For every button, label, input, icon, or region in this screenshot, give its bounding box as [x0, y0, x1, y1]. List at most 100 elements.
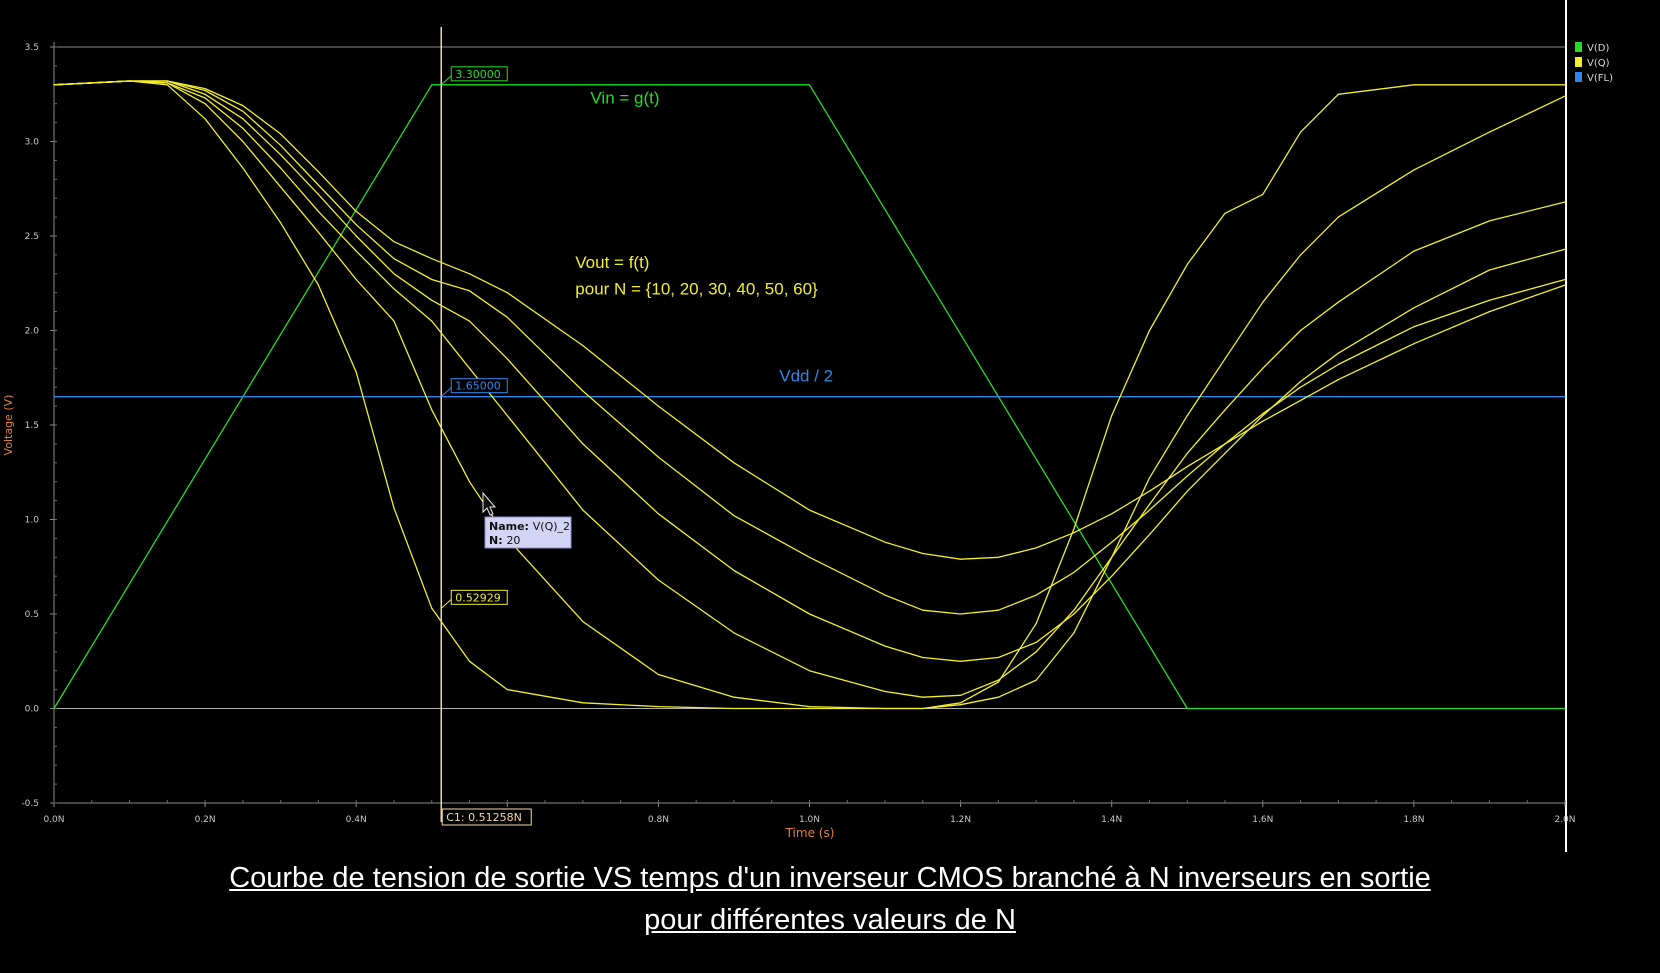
data-point [1148, 503, 1151, 505]
data-point [1186, 263, 1188, 265]
data-point [1035, 594, 1037, 596]
data-point [960, 694, 962, 696]
data-point [506, 358, 508, 360]
data-point [657, 706, 660, 708]
data-point [582, 702, 584, 704]
data-point [1073, 532, 1075, 534]
caption-line-1: Courbe de tension de sortie VS temps d'u… [229, 862, 1431, 894]
series-line [53, 80, 1566, 560]
y-tick-label: 2.0 [25, 327, 40, 337]
cursor-marker-box [450, 66, 508, 82]
series-line [53, 80, 1566, 615]
data-point [960, 702, 962, 704]
data-point [1262, 193, 1264, 196]
data-point [808, 509, 811, 511]
series-line [53, 80, 1566, 710]
data-point [280, 154, 282, 156]
data-point [582, 620, 584, 623]
cursor-label-box [441, 808, 532, 826]
data-point [393, 507, 395, 509]
data-point [1186, 475, 1188, 477]
data-point [808, 706, 811, 708]
data-point [468, 367, 471, 369]
data-point [1111, 541, 1113, 543]
y-tick-label: 1.5 [25, 421, 39, 431]
data-point [808, 556, 811, 558]
data-point [506, 316, 508, 318]
data-point [317, 171, 320, 173]
data-point [431, 84, 433, 86]
data-point [997, 556, 999, 558]
x-tick-label: 1.6N [1252, 815, 1273, 825]
chart-annotation: Vout = f(t) [575, 253, 649, 272]
data-point [582, 443, 584, 445]
data-point [1337, 301, 1339, 303]
data-point [960, 704, 962, 706]
data-point [1337, 379, 1339, 381]
y-tick-label: 3.5 [25, 43, 39, 53]
data-point [166, 82, 168, 84]
data-point [657, 673, 660, 676]
cursor-marker-value: 3.30000 [455, 68, 501, 81]
data-point [431, 278, 433, 281]
data-point [280, 186, 282, 188]
data-point [922, 696, 924, 698]
chart-annotation: Vdd / 2 [779, 367, 833, 386]
data-point [1186, 465, 1188, 468]
data-point [582, 390, 584, 392]
data-point [1111, 575, 1113, 577]
data-point [1224, 212, 1226, 214]
data-point [884, 541, 886, 543]
data-point [922, 707, 924, 710]
data-point [733, 707, 735, 710]
data-point [1111, 556, 1113, 558]
data-point [1035, 547, 1037, 549]
data-point [1224, 452, 1226, 454]
data-point [1035, 622, 1037, 625]
data-point [317, 193, 320, 196]
data-point [317, 284, 320, 286]
data-point [280, 133, 282, 135]
data-point [1073, 632, 1075, 634]
data-point [657, 405, 660, 407]
data-point [1111, 414, 1113, 417]
data-point [1186, 452, 1188, 454]
voltage-chart: -0.5 0.0 0.5 1.0 1.5 2.0 2.5 3.0 3.5 0.0N 0.2N 0.4N… [2, 0, 1613, 852]
y-tick-label: 1.0 [25, 516, 40, 526]
data-point [204, 118, 206, 120]
data-point [1413, 169, 1415, 171]
chart-annotation: pour N = {10, 20, 30, 40, 50, 60} [575, 280, 818, 299]
data-point [884, 690, 886, 693]
data-point [1148, 509, 1151, 511]
data-point [960, 613, 962, 615]
data-point [1186, 707, 1188, 710]
mouse-pointer-icon [482, 491, 497, 516]
legend-label: V(FL) [1587, 73, 1613, 84]
data-point [733, 462, 735, 464]
data-point [506, 689, 508, 691]
data-point [997, 609, 999, 611]
data-point [1224, 358, 1226, 360]
data-point [1299, 131, 1302, 133]
data-point [922, 552, 924, 555]
data-point [355, 278, 357, 281]
data-point [431, 607, 433, 609]
data-point [657, 513, 660, 515]
legend-label: V(Q) [1587, 58, 1610, 69]
data-point [1073, 528, 1075, 530]
data-point [997, 696, 999, 698]
x-tick-label: 1.8N [1403, 815, 1424, 825]
data-point [53, 707, 55, 710]
data-point [1564, 396, 1566, 398]
data-point [1073, 613, 1075, 615]
data-point [128, 80, 131, 82]
y-tick-label: 0.5 [25, 610, 39, 620]
data-point [1488, 311, 1491, 313]
series-line [53, 80, 1566, 662]
data-point [468, 481, 471, 483]
data-point [317, 184, 320, 186]
data-point [242, 110, 244, 112]
x-axis-label: Time (s) [785, 826, 835, 840]
cursor-marker-leader [440, 598, 452, 609]
x-tick-label: 2.0N [1554, 815, 1575, 825]
